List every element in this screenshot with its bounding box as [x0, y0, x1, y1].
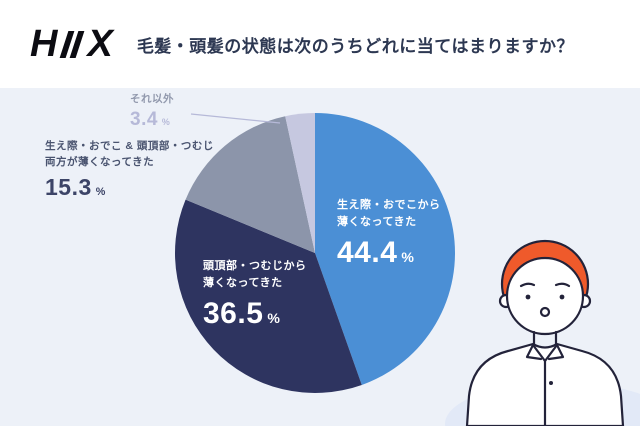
header: H X 毛髪・頭髪の状態は次のうちどれに当てはまりますか？ — [0, 0, 640, 88]
person-face — [505, 256, 585, 336]
slice-label-both: 生え際・おでこ & 頭頂部・つむじ 両方が薄くなってきた 15.3% — [45, 139, 214, 200]
slice-label-line: 生え際・おでこ & 頭頂部・つむじ — [45, 140, 214, 152]
slice-label-line: それ以外 — [130, 93, 174, 105]
hix-logo: H X — [30, 22, 113, 66]
slice-label-crown: 頭頂部・つむじから 薄くなってきた 36.5% — [203, 258, 307, 330]
person-eyebrow-right — [554, 282, 571, 288]
person-eye-left — [525, 294, 531, 300]
person-eyebrow-left — [519, 282, 536, 288]
person-lapel-left — [525, 343, 543, 361]
slice-value: 15.3% — [45, 173, 106, 200]
slice-label-line: 薄くなってきた — [337, 215, 417, 228]
person-coat — [465, 342, 625, 426]
slice-label-fringe: 生え際・おでこから 薄くなってきた 44.4% — [337, 197, 441, 269]
percent-unit: % — [267, 310, 281, 326]
survey-question-title: 毛髪・頭髪の状態は次のうちどれに当てはまりますか？ — [136, 36, 574, 56]
slice-value: 36.5% — [203, 297, 281, 330]
percent-unit: % — [95, 185, 106, 198]
slice-label-line: 薄くなってきた — [203, 276, 283, 289]
logo-letter-h: H — [30, 22, 57, 65]
logo-letter-x: X — [87, 22, 112, 65]
slice-label-line: 生え際・おでこから — [337, 199, 441, 211]
person-illustration — [465, 239, 625, 426]
person-hair — [500, 239, 590, 329]
person-lapel-right — [547, 343, 565, 361]
person-mouth — [539, 306, 551, 318]
person-ear-right — [576, 293, 592, 309]
logo-slash-icon — [60, 30, 85, 58]
person-collar — [531, 343, 559, 363]
percent-unit: % — [161, 116, 171, 127]
slice-label-line: 両方が薄くなってきた — [45, 155, 155, 168]
person-button — [549, 381, 553, 385]
slice-value: 3.4% — [130, 108, 171, 130]
pie-slice-3 — [285, 113, 315, 253]
percent-unit: % — [401, 249, 415, 265]
slice-label-line: 頭頂部・つむじから — [203, 260, 307, 272]
slice-label-other: それ以外 3.4% — [130, 92, 174, 131]
person-ear-left — [498, 293, 514, 309]
background-accent — [445, 382, 640, 426]
leader-line — [190, 113, 281, 124]
slice-value: 44.4% — [337, 236, 415, 269]
person-eye-right — [559, 294, 565, 300]
